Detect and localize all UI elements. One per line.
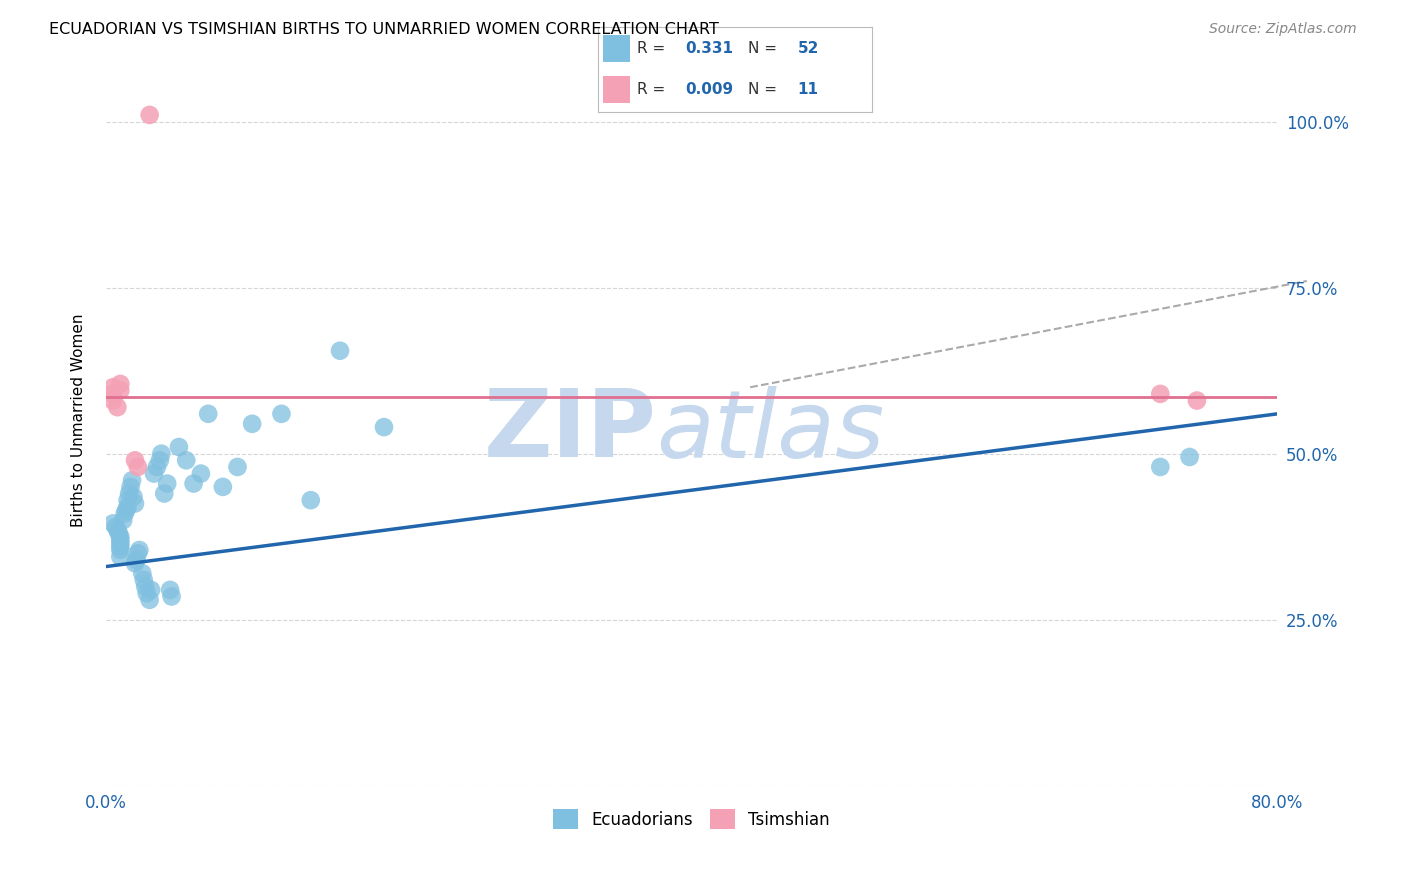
Point: [112, 513, 135, 527]
Point: [131, 566, 153, 581]
Point: [118, 486, 141, 500]
Point: [127, 459, 149, 474]
Point: [125, 553, 148, 567]
Point: [1149, 387, 1171, 401]
Point: [124, 496, 146, 510]
Point: [110, 533, 132, 547]
Point: [153, 486, 176, 500]
Point: [110, 540, 132, 554]
Point: [110, 549, 132, 564]
Text: Source: ZipAtlas.com: Source: ZipAtlas.com: [1209, 22, 1357, 37]
Point: [114, 507, 136, 521]
Point: [132, 573, 155, 587]
Point: [373, 420, 395, 434]
Point: [117, 493, 139, 508]
Point: [122, 490, 145, 504]
Point: [107, 400, 129, 414]
Text: N =: N =: [748, 41, 778, 56]
Text: N =: N =: [748, 82, 778, 97]
Y-axis label: Births to Unmarried Women: Births to Unmarried Women: [72, 314, 86, 527]
Text: R =: R =: [637, 41, 665, 56]
Point: [117, 500, 139, 514]
Point: [108, 526, 131, 541]
Legend: Ecuadorians, Tsimshian: Ecuadorians, Tsimshian: [547, 802, 837, 836]
Point: [1178, 450, 1201, 464]
Point: [134, 580, 156, 594]
Point: [143, 467, 166, 481]
Point: [101, 387, 124, 401]
Point: [212, 480, 235, 494]
Point: [139, 582, 162, 597]
Text: 0.331: 0.331: [685, 41, 734, 56]
Text: 0.009: 0.009: [685, 82, 734, 97]
Point: [110, 376, 132, 391]
Text: ZIP: ZIP: [484, 385, 657, 477]
Point: [226, 459, 249, 474]
Point: [120, 480, 142, 494]
FancyBboxPatch shape: [603, 36, 630, 62]
Point: [128, 543, 150, 558]
Point: [167, 440, 190, 454]
Point: [124, 453, 146, 467]
Point: [197, 407, 219, 421]
Point: [110, 536, 132, 550]
Point: [101, 516, 124, 531]
Point: [146, 459, 169, 474]
Point: [138, 108, 160, 122]
Point: [110, 530, 132, 544]
Point: [121, 473, 143, 487]
Point: [1185, 393, 1208, 408]
Point: [101, 393, 124, 408]
Point: [159, 582, 181, 597]
Point: [110, 543, 132, 558]
Point: [104, 520, 127, 534]
FancyBboxPatch shape: [603, 76, 630, 103]
Point: [135, 586, 157, 600]
Text: ECUADORIAN VS TSIMSHIAN BIRTHS TO UNMARRIED WOMEN CORRELATION CHART: ECUADORIAN VS TSIMSHIAN BIRTHS TO UNMARR…: [49, 22, 718, 37]
Text: R =: R =: [637, 82, 665, 97]
Point: [138, 592, 160, 607]
Point: [115, 503, 138, 517]
Point: [107, 523, 129, 537]
Point: [174, 453, 197, 467]
Point: [329, 343, 352, 358]
Point: [124, 556, 146, 570]
Point: [240, 417, 263, 431]
Text: atlas: atlas: [657, 386, 884, 477]
Point: [149, 453, 172, 467]
Point: [160, 590, 183, 604]
Point: [110, 384, 132, 398]
Point: [127, 546, 149, 560]
Point: [1149, 459, 1171, 474]
Point: [183, 476, 205, 491]
Point: [101, 380, 124, 394]
Point: [270, 407, 292, 421]
Point: [150, 447, 173, 461]
Point: [156, 476, 179, 491]
Text: 52: 52: [797, 41, 820, 56]
Point: [190, 467, 212, 481]
Text: 11: 11: [797, 82, 818, 97]
Point: [299, 493, 322, 508]
